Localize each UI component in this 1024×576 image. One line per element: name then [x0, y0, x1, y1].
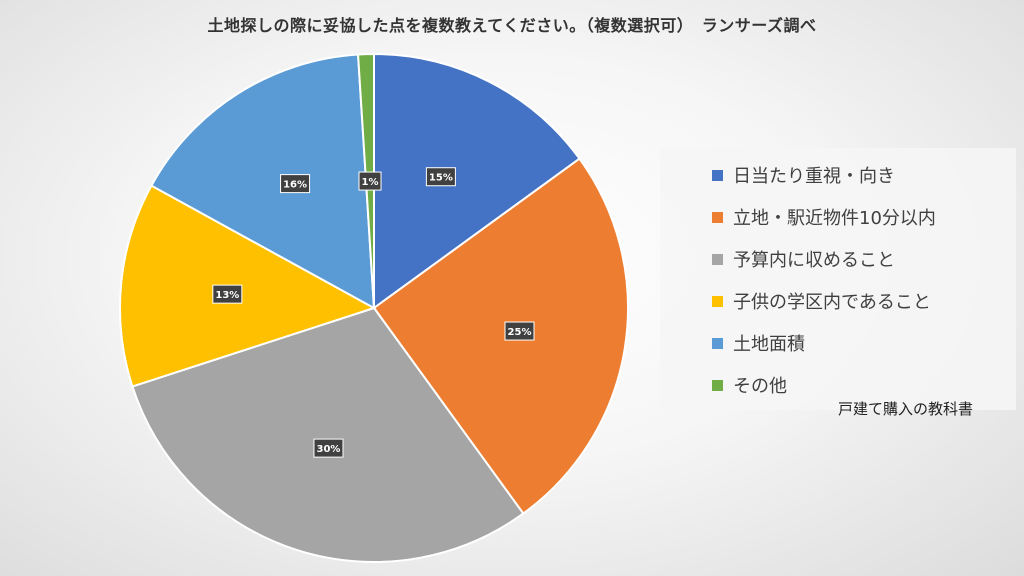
data-label-text: 13%	[215, 290, 239, 301]
legend-label: 立地・駅近物件10分以内	[733, 208, 936, 229]
pie-slice	[119, 184, 377, 388]
legend-swatch	[712, 295, 723, 307]
legend-item: 子供の学区内であること	[712, 286, 931, 316]
legend-swatch	[712, 169, 723, 181]
legend-swatch	[712, 337, 723, 349]
legend-label: 日当たり重視・向き	[733, 166, 895, 187]
legend-item: 土地面積	[712, 328, 805, 358]
legend-swatch	[712, 253, 723, 265]
pie-slice	[131, 306, 525, 563]
data-label-text: 16%	[283, 180, 307, 191]
legend-item: 予算内に収めること	[712, 244, 895, 274]
data-label-text: 25%	[508, 327, 532, 338]
pie-slice	[372, 157, 629, 515]
pie-slice	[373, 52, 581, 310]
chart-legend: 日当たり重視・向き立地・駅近物件10分以内 予算内に収めること子供の学区内であるこ…	[660, 148, 1016, 410]
legend-item: 立地・駅近物件10分以内	[712, 202, 936, 232]
legend-swatch	[712, 211, 723, 223]
data-label: 15%	[425, 167, 456, 187]
legend-label: その他	[733, 376, 787, 397]
data-label: 13%	[212, 284, 243, 304]
legend-label: 予算内に収めること	[733, 250, 895, 271]
legend-item: その他	[712, 370, 787, 400]
data-label: 16%	[280, 174, 311, 194]
source-note: 戸建て購入の教科書	[838, 400, 974, 418]
legend-label: 土地面積	[733, 334, 805, 355]
data-label: 30%	[313, 438, 344, 458]
chart-title: 土地探しの際に妥協した点を複数教えてください。（複数選択可） ランサーズ調べ	[207, 16, 817, 35]
legend-item: 日当たり重視・向き	[712, 160, 895, 190]
data-label: 25%	[504, 321, 535, 341]
data-label-text: 30%	[317, 444, 341, 455]
data-label: 1%	[358, 171, 382, 191]
legend-label: 子供の学区内であること	[733, 292, 931, 313]
data-label-text: 1%	[362, 177, 379, 188]
pie-slice	[150, 53, 376, 310]
legend-swatch	[712, 379, 723, 391]
data-label-text: 15%	[429, 173, 453, 184]
